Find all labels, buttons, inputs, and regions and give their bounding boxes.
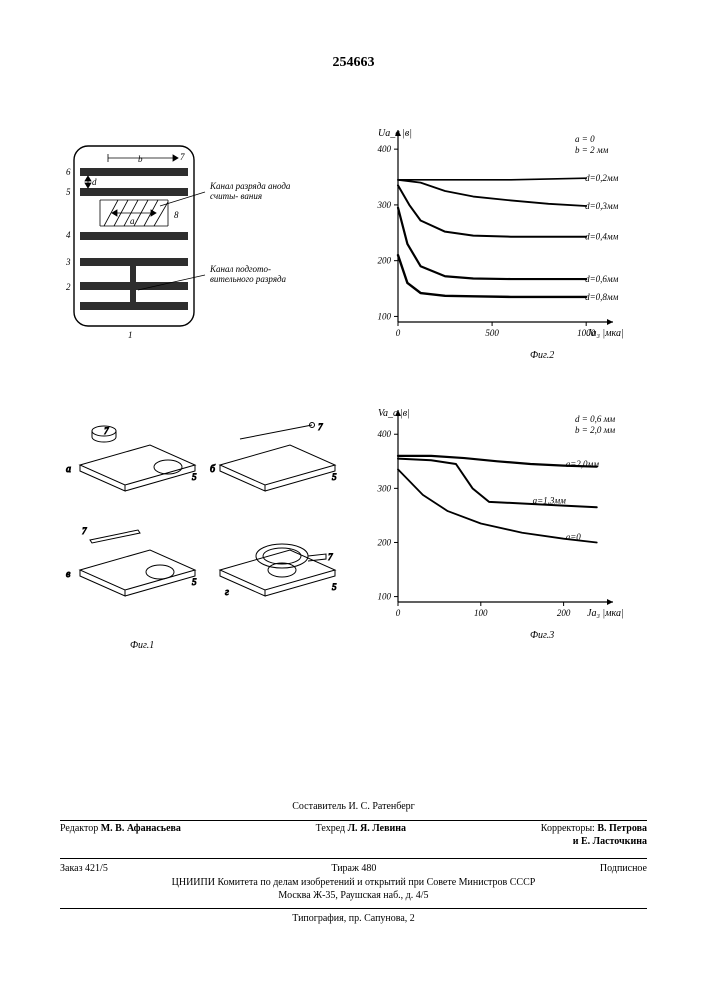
svg-text:100: 100 xyxy=(474,608,488,618)
svg-text:7: 7 xyxy=(318,422,323,432)
svg-text:5: 5 xyxy=(332,472,337,482)
svg-text:7: 7 xyxy=(328,552,333,562)
svg-text:b: b xyxy=(138,154,143,164)
svg-text:d=0,6мм: d=0,6мм xyxy=(585,274,619,284)
svg-text:5: 5 xyxy=(192,472,197,482)
svg-text:Ja₃ |мка|: Ja₃ |мка| xyxy=(587,328,624,339)
svg-text:100: 100 xyxy=(378,311,392,321)
svg-text:b = 2 мм: b = 2 мм xyxy=(575,145,609,155)
svg-text:7: 7 xyxy=(82,526,87,536)
svg-text:0: 0 xyxy=(396,328,401,338)
svg-text:в: в xyxy=(66,569,71,580)
svg-text:г: г xyxy=(225,587,229,598)
svg-text:d=0,3мм: d=0,3мм xyxy=(585,201,619,211)
fig3-caption: Фиг.3 xyxy=(530,630,554,641)
svg-text:400: 400 xyxy=(378,144,392,154)
svg-text:500: 500 xyxy=(485,328,499,338)
printer-line: Типография, пр. Сапунова, 2 xyxy=(60,912,647,926)
svg-text:d=0,2мм: d=0,2мм xyxy=(585,173,619,183)
correctors: Корректоры: В. Петрова и Е. Ласточкина xyxy=(541,822,647,849)
svg-text:a=1,3мм: a=1,3мм xyxy=(533,495,567,505)
figures-panel: 6 5 4 3 2 1 7 8 b d a Канал разряда анод… xyxy=(60,130,660,750)
svg-text:2: 2 xyxy=(66,282,71,292)
svg-text:Ja₃ |мка|: Ja₃ |мка| xyxy=(587,608,624,619)
svg-text:7: 7 xyxy=(104,426,109,436)
svg-text:7: 7 xyxy=(180,152,185,162)
svg-text:б: б xyxy=(210,464,216,475)
order-row: Заказ 421/5 Тираж 480 Подписное xyxy=(60,862,647,876)
svg-text:Ua_c |в|: Ua_c |в| xyxy=(378,128,412,139)
fig1-annotation-top: Канал разряда анода считы- вания xyxy=(210,182,310,202)
svg-text:100: 100 xyxy=(378,592,392,602)
fig1-annotation-bottom: Канал подгото- вительного разряда xyxy=(210,265,315,285)
svg-text:d=0,8мм: d=0,8мм xyxy=(585,292,619,302)
svg-text:d: d xyxy=(92,177,97,187)
svg-text:400: 400 xyxy=(378,429,392,439)
svg-text:a=2,0мм: a=2,0мм xyxy=(566,459,600,469)
svg-text:a = 0: a = 0 xyxy=(575,134,595,144)
fig1-top-diagram: 6 5 4 3 2 1 7 8 b d a xyxy=(60,140,310,345)
fig1-caption: Фиг.1 xyxy=(130,640,154,651)
divider-2 xyxy=(60,858,647,859)
svg-text:0: 0 xyxy=(396,608,401,618)
svg-text:300: 300 xyxy=(377,483,392,493)
fig2-caption: Фиг.2 xyxy=(530,350,554,361)
svg-text:а: а xyxy=(66,464,71,475)
svg-text:d=0,4мм: d=0,4мм xyxy=(585,232,619,242)
svg-text:200: 200 xyxy=(557,608,571,618)
fig3-chart: 100 200 300 400 0 100 200 Va_c |в| Ja₃ |мка| d = … xyxy=(360,400,660,660)
svg-text:200: 200 xyxy=(378,537,392,547)
svg-text:a: a xyxy=(130,216,135,226)
svg-text:5: 5 xyxy=(66,187,71,197)
org-line: ЦНИИПИ Комитета по делам изобретений и о… xyxy=(60,876,647,903)
svg-text:8: 8 xyxy=(174,210,179,220)
compiler-line: Составитель И. С. Ратенберг xyxy=(60,800,647,814)
svg-text:Va_c |в|: Va_c |в| xyxy=(378,408,410,419)
svg-text:5: 5 xyxy=(332,582,337,592)
svg-text:d = 0,6 мм: d = 0,6 мм xyxy=(575,414,615,424)
divider-3 xyxy=(60,908,647,909)
svg-text:b = 2,0 мм: b = 2,0 мм xyxy=(575,425,615,435)
editor: Редактор М. В. Афанасьева xyxy=(60,822,181,849)
svg-text:200: 200 xyxy=(378,256,392,266)
svg-text:6: 6 xyxy=(66,167,71,177)
fig1-lower-sketches: а 7 5 б 7 5 xyxy=(50,420,340,650)
svg-text:a=0: a=0 xyxy=(566,532,582,542)
svg-text:4: 4 xyxy=(66,230,71,240)
svg-text:1: 1 xyxy=(128,330,133,340)
credits-block: Составитель И. С. Ратенберг Редактор М. … xyxy=(60,800,647,849)
svg-text:300: 300 xyxy=(377,200,392,210)
tech-editor: Техред Л. Я. Левина xyxy=(316,822,406,849)
svg-text:5: 5 xyxy=(192,577,197,587)
svg-text:3: 3 xyxy=(65,257,71,267)
fig2-chart: 10020030040005001000Ua_c |в|Ja₃ |мка|a =… xyxy=(360,120,660,380)
doc-number: 254663 xyxy=(0,55,707,71)
